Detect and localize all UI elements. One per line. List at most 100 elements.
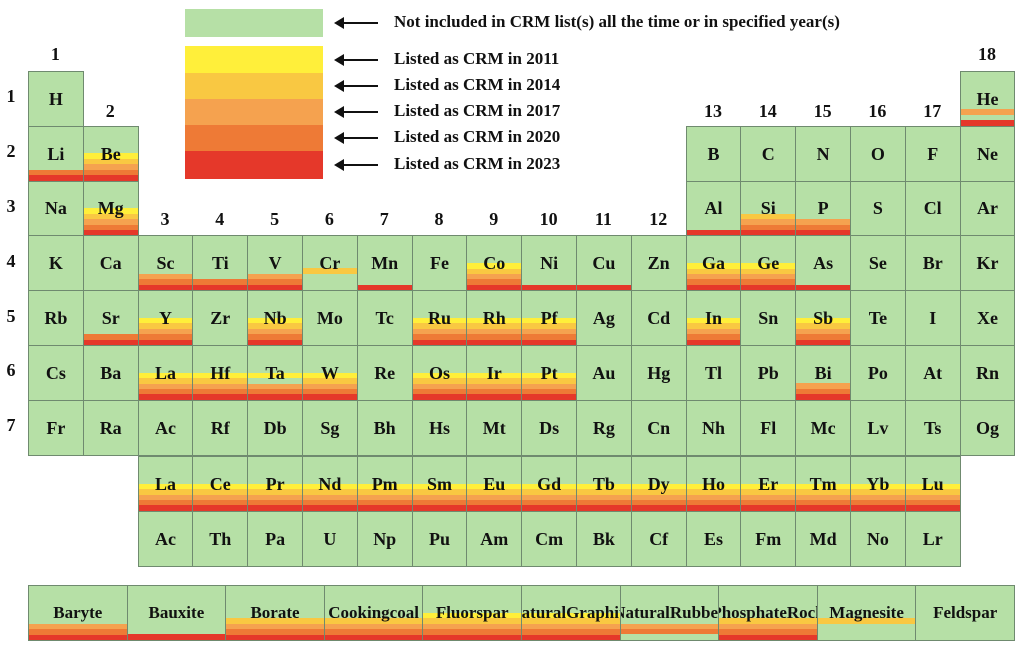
group-label: 5 [270, 209, 280, 229]
crm-band-2014 [83, 158, 138, 165]
element-symbol: Bauxite [148, 603, 205, 623]
crm-band-2020 [577, 499, 631, 506]
crm-band-2017 [467, 383, 522, 390]
element-cell-sr: Sr [82, 290, 139, 346]
crm-band-2020 [324, 628, 423, 635]
crm-band-2023 [29, 634, 127, 640]
period-label: 7 [6, 415, 16, 436]
crm-band-2011 [686, 483, 741, 490]
crm-band-2023 [741, 229, 796, 236]
element-symbol: He [976, 88, 999, 109]
element-symbol: Cl [923, 198, 942, 219]
lanthanide-cell-yb: Yb [850, 456, 906, 512]
crm-band-2020 [357, 499, 412, 506]
crm-band-2017 [248, 383, 302, 390]
element-cell-ne: Ne [959, 125, 1016, 182]
element-symbol: Er [758, 473, 779, 494]
crm-band-2020 [796, 224, 850, 231]
period-label: 3 [6, 196, 16, 216]
crm-band-2020 [467, 333, 522, 340]
crm-band-2020 [303, 388, 357, 395]
element-symbol: Rn [975, 362, 999, 383]
crm-band-2023 [248, 339, 302, 345]
crm-band-2011 [905, 483, 960, 490]
element-cell-au: Au [576, 345, 632, 401]
actinide-cell-u: U [302, 511, 358, 567]
element-symbol: PhosphateRock [719, 586, 817, 640]
crm-band-2020 [522, 499, 576, 506]
element-symbol: Bk [592, 528, 615, 549]
crm-band-2020 [741, 224, 796, 231]
element-cell-cd: Cd [630, 290, 687, 346]
element-cell-nh: Nh [685, 399, 742, 456]
element-symbol: Ne [976, 143, 998, 164]
crm-band-2023 [83, 229, 138, 236]
element-cell-tl: Tl [685, 345, 742, 401]
element-cell-f: F [904, 125, 961, 182]
crm-band-2020 [29, 628, 127, 635]
crm-band-2011 [412, 372, 467, 379]
lanthanide-cell-la: La [137, 456, 194, 512]
mineral-cell: Baryte [28, 585, 128, 641]
element-symbol: Ho [701, 473, 725, 494]
element-cell-n: N [795, 125, 851, 182]
crm-band-2017 [467, 328, 522, 335]
crm-band-2023 [577, 505, 631, 511]
element-cell-b: B [685, 125, 742, 182]
crm-band-2011 [303, 483, 357, 490]
mineral-cell: NaturalRubber [619, 585, 720, 641]
element-symbol: Db [263, 417, 287, 438]
crm-band-2011 [467, 263, 522, 269]
element-symbol: Magnesite [829, 603, 904, 623]
crm-band-2023 [423, 634, 521, 640]
actinide-cell-ac: Ac [137, 511, 194, 567]
element-cell-rn: Rn [959, 345, 1016, 401]
element-symbol: Ru [427, 308, 451, 328]
crm-band-2014 [467, 323, 522, 329]
crm-band-2011 [412, 317, 467, 324]
crm-band-2020 [248, 333, 302, 340]
element-symbol: Fe [430, 253, 449, 274]
crm-band-2014 [817, 618, 916, 624]
lanthanide-cell-dy: Dy [630, 456, 687, 512]
mineral-cell: Fluorspar [422, 585, 522, 641]
group-label: 12 [649, 209, 668, 229]
crm-band-2014 [686, 489, 741, 495]
group-label: 17 [923, 101, 942, 121]
crm-band-2014 [741, 268, 796, 275]
actinide-cell-fm: Fm [740, 511, 797, 567]
group-label: 6 [324, 209, 334, 229]
element-symbol: Tl [704, 362, 722, 383]
element-cell-s: S [850, 180, 906, 237]
group-label: 3 [160, 209, 170, 229]
element-symbol: Cooking coal [325, 586, 423, 640]
element-symbol: Lv [867, 417, 889, 438]
crm-band-2023 [138, 394, 193, 400]
mineral-label-line: Natural [521, 603, 567, 623]
crm-band-2017 [138, 494, 193, 501]
lanthanide-cell-nd: Nd [302, 456, 358, 512]
element-symbol: Lr [922, 528, 943, 549]
element-symbol: Re [374, 362, 396, 383]
element-symbol: Ce [209, 473, 231, 494]
element-symbol: P [817, 198, 829, 219]
crm-band-2020 [423, 628, 521, 635]
element-cell-mc: Mc [795, 399, 851, 456]
element-cell-ra: Ra [82, 399, 139, 456]
crm-band-2017 [467, 494, 522, 501]
crm-band-2020 [905, 499, 960, 506]
element-symbol: Sr [101, 308, 120, 328]
crm-band-2020 [138, 279, 193, 285]
element-symbol: Ca [99, 253, 122, 274]
crm-band-2023 [467, 505, 522, 511]
crm-band-2017 [412, 383, 467, 390]
element-cell-h: H [28, 71, 84, 127]
crm-band-2020 [248, 279, 302, 285]
element-symbol: Ac [154, 528, 176, 549]
element-cell-rb: Rb [28, 290, 84, 346]
element-cell-ba: Ba [82, 345, 139, 401]
lanthanide-cell-gd: Gd [521, 456, 577, 512]
crm-band-2020 [138, 499, 193, 506]
element-cell-ca: Ca [82, 235, 139, 292]
crm-band-2011 [796, 317, 850, 324]
